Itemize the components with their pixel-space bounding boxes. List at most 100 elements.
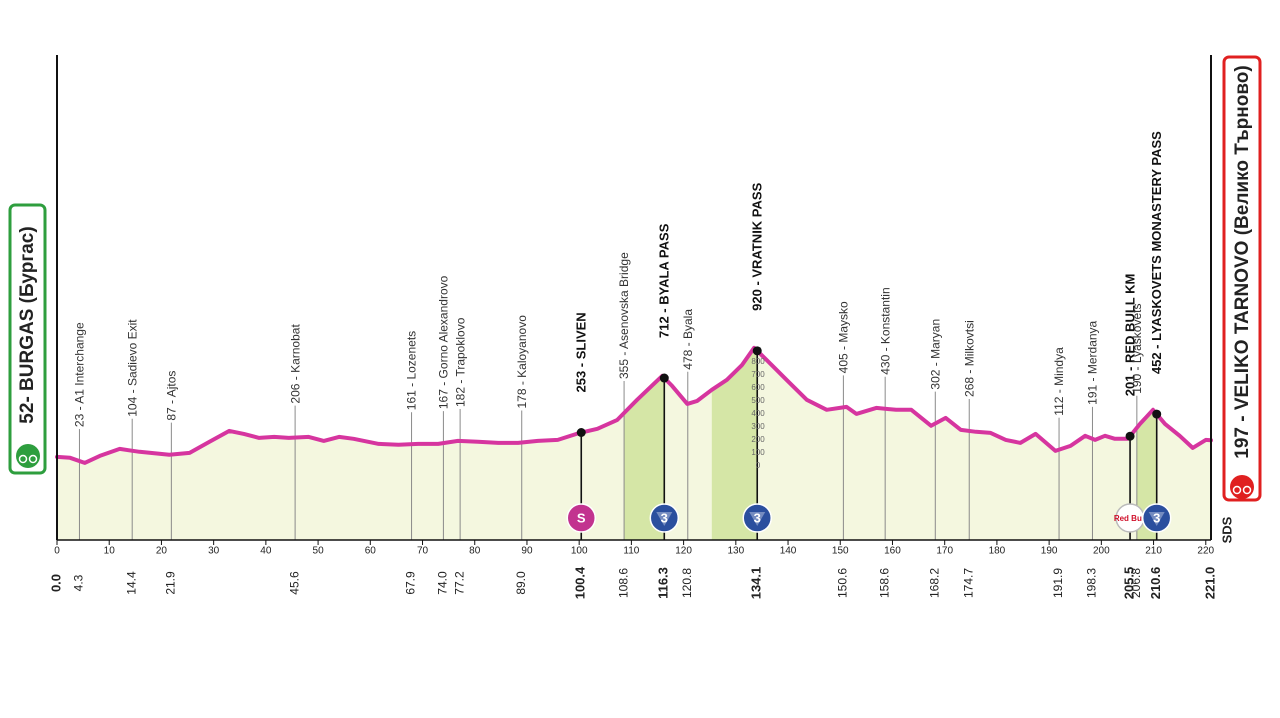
x-tick-label: 130 [727, 546, 744, 557]
km-label: 108.6 [616, 568, 630, 598]
waypoint-label: 167 - Gorno Alexandrovo [437, 275, 451, 409]
x-tick-label: 90 [521, 546, 533, 557]
waypoint-label: 268 - Milkovtsi [962, 320, 976, 397]
x-tick-label: 40 [260, 546, 272, 557]
waypoint-label: 712 - BYALA PASS [657, 223, 672, 338]
climb-area [711, 347, 758, 540]
waypoint-label: 104 - Sadievo Exit [125, 319, 139, 417]
x-tick-label: 170 [936, 546, 953, 557]
x-tick-label: 150 [832, 546, 849, 557]
x-tick-label: 80 [469, 546, 481, 557]
profile-line [55, 345, 1213, 465]
finish-icon-wheel [1232, 485, 1242, 495]
y-tick-label: 500 [751, 396, 765, 405]
km-label: 206.8 [1129, 568, 1143, 598]
waypoint-label: 190 - Lyaskovets [1130, 304, 1144, 394]
x-tick-label: 30 [208, 546, 220, 557]
x-tick-label: 210 [1145, 546, 1162, 557]
finish-icon-wheel [1242, 485, 1252, 495]
waypoint-dot [1125, 431, 1135, 441]
waypoint-label: 405 - Maysko [837, 301, 851, 373]
finish-box [1222, 55, 1262, 502]
km-label: 4.3 [72, 574, 86, 591]
x-tick-label: 10 [104, 546, 116, 557]
y-tick-label: 0 [756, 461, 761, 470]
start-icon [16, 444, 40, 468]
waypoint-dot [752, 346, 762, 356]
waypoint-label: 161 - Lozenets [405, 331, 419, 410]
waypoint-dot [576, 428, 586, 438]
km-label: 198.3 [1085, 568, 1099, 598]
km-label: 134.1 [749, 567, 764, 600]
waypoint-label: 920 - VRATNIK PASS [750, 182, 765, 310]
x-tick-label: 0 [54, 546, 60, 557]
badge-text: 3 [1153, 510, 1160, 525]
badge [566, 503, 597, 533]
km-label: 45.6 [287, 571, 301, 595]
x-tick-label: 190 [1041, 546, 1058, 557]
waypoint-label: 253 - SLIVEN [574, 312, 589, 392]
km-label: 100.4 [573, 566, 588, 599]
badge [742, 503, 772, 533]
km-label: 89.0 [514, 571, 528, 595]
km-label: 74.0 [436, 571, 450, 595]
waypoint-label: 23 - A1 Interchange [73, 322, 87, 427]
waypoint-label: 206 - Karnobat [288, 324, 302, 404]
km-label: 210.6 [1148, 567, 1163, 600]
x-tick-label: 50 [313, 546, 325, 557]
waypoint-label: 191 - Merdanya [1086, 320, 1100, 404]
y-tick-label: 600 [751, 383, 765, 392]
start-box [8, 203, 47, 475]
x-tick-label: 20 [156, 546, 168, 557]
waypoint-label: 478 - Byala [681, 309, 695, 370]
km-label: 205.5 [1122, 567, 1137, 600]
y-tick-label: 800 [751, 357, 765, 366]
y-tick-label: 200 [751, 435, 765, 444]
badge-text: 3 [754, 510, 761, 525]
badge-triangle [749, 512, 766, 526]
waypoint-label: 182 - Trapoklovo [453, 317, 467, 407]
km-label: 191.9 [1051, 568, 1065, 598]
x-tick-label: 140 [780, 546, 797, 557]
y-tick-label: 700 [751, 370, 765, 379]
waypoint-label: 87 - Ajtos [165, 371, 179, 421]
x-tick-label: 100 [571, 546, 588, 557]
badge-text: S [577, 510, 586, 525]
km-label: 77.2 [452, 571, 466, 595]
x-tick-label: 70 [417, 546, 429, 557]
x-tick-label: 120 [675, 546, 692, 557]
x-tick-label: 200 [1093, 546, 1110, 557]
waypoint-dot [659, 373, 669, 383]
waypoint-label: 112 - Mindya [1052, 347, 1066, 416]
start-label: 52- BURGAS (Бургас) [17, 226, 38, 423]
badge-triangle [1148, 512, 1165, 526]
km-label: 158.6 [877, 568, 891, 598]
waypoint-label: 178 - Kaloyanovo [515, 315, 529, 409]
waypoint-label: 430 - Konstantin [878, 287, 892, 374]
badge-text: 3 [661, 510, 668, 525]
waypoint-label: 201 - RED BULL KM [1123, 274, 1138, 397]
waypoint-label: 452 - LYASKOVETS MONASTERY PASS [1149, 131, 1164, 374]
km-label: 14.4 [124, 571, 138, 595]
km-label: 150.6 [836, 568, 850, 598]
badge-triangle [656, 512, 673, 526]
badge-text: Red Bull [1114, 514, 1146, 523]
y-tick-label: 300 [751, 422, 765, 431]
km-label: 0.0 [48, 574, 63, 592]
x-tick-label: 110 [623, 546, 639, 557]
x-tick-label: 180 [989, 546, 1006, 557]
logo: SDS [1219, 516, 1234, 543]
waypoint-label: 302 - Maryan [928, 319, 942, 390]
km-label: 67.9 [404, 571, 418, 595]
x-tick-label: 220 [1197, 546, 1214, 557]
km-label: 174.7 [961, 568, 975, 598]
climb-area [624, 375, 665, 540]
km-label: 120.8 [680, 568, 694, 598]
y-tick-label: 100 [751, 448, 765, 457]
finish-label: 197 - VELIKO TARNOVO (Велико Търново) [1232, 65, 1253, 458]
badge [649, 503, 680, 533]
finish-icon [1230, 475, 1254, 499]
km-label: 116.3 [656, 567, 671, 599]
start-icon-wheel [18, 454, 28, 464]
km-label: 168.2 [927, 568, 941, 598]
